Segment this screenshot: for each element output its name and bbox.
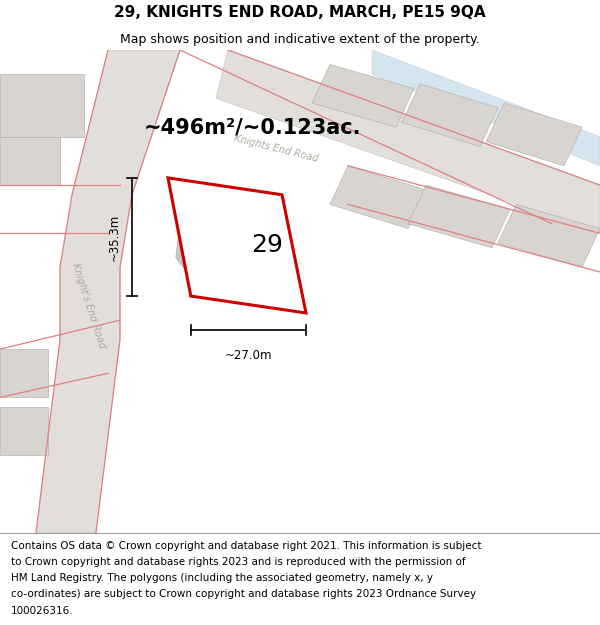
Text: Contains OS data © Crown copyright and database right 2021. This information is : Contains OS data © Crown copyright and d… <box>11 541 481 551</box>
Polygon shape <box>0 349 48 398</box>
Polygon shape <box>330 166 426 229</box>
Text: 29, KNIGHTS END ROAD, MARCH, PE15 9QA: 29, KNIGHTS END ROAD, MARCH, PE15 9QA <box>114 5 486 20</box>
Polygon shape <box>408 185 510 248</box>
Polygon shape <box>0 74 84 137</box>
Text: ~27.0m: ~27.0m <box>224 349 272 362</box>
Text: Knight's End Road: Knight's End Road <box>70 262 107 349</box>
Text: 29: 29 <box>251 233 283 258</box>
Polygon shape <box>176 195 261 272</box>
Polygon shape <box>216 50 600 233</box>
Polygon shape <box>372 50 600 166</box>
Text: Map shows position and indicative extent of the property.: Map shows position and indicative extent… <box>120 32 480 46</box>
Text: ~35.3m: ~35.3m <box>108 213 121 261</box>
Text: to Crown copyright and database rights 2023 and is reproduced with the permissio: to Crown copyright and database rights 2… <box>11 557 466 567</box>
Polygon shape <box>498 204 600 267</box>
Text: HM Land Registry. The polygons (including the associated geometry, namely x, y: HM Land Registry. The polygons (includin… <box>11 573 433 583</box>
Text: 100026316.: 100026316. <box>11 606 73 616</box>
Text: ~496m²/~0.123ac.: ~496m²/~0.123ac. <box>144 118 361 138</box>
Polygon shape <box>168 178 306 313</box>
Polygon shape <box>0 407 48 455</box>
Polygon shape <box>402 84 498 146</box>
Polygon shape <box>36 50 180 532</box>
Polygon shape <box>486 103 582 166</box>
Text: co-ordinates) are subject to Crown copyright and database rights 2023 Ordnance S: co-ordinates) are subject to Crown copyr… <box>11 589 476 599</box>
Polygon shape <box>312 64 414 128</box>
Text: Knights End Road: Knights End Road <box>233 134 319 164</box>
Polygon shape <box>0 137 60 185</box>
